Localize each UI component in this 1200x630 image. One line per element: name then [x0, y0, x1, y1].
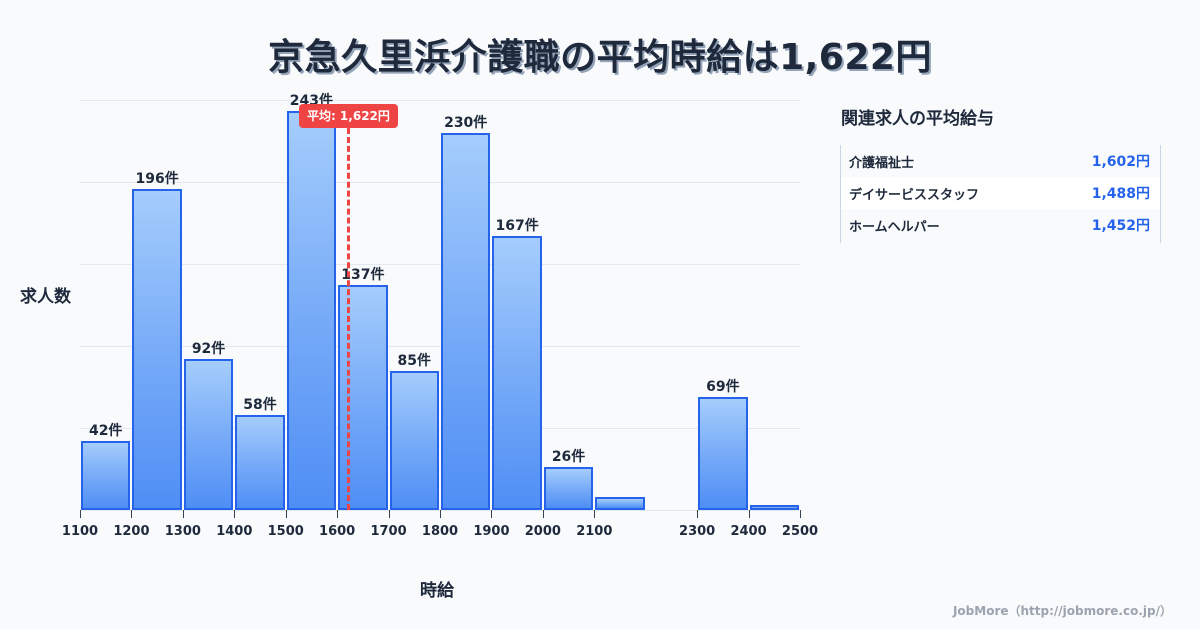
x-tick-label: 1300	[164, 524, 201, 539]
x-tick	[234, 510, 236, 518]
histogram-chart: 42件 196件 92件 58件 243件 137件 85件 230件 167件 26件 69件 1…	[20, 93, 819, 601]
bar-value-label: 137件	[341, 267, 385, 284]
histogram-bar	[749, 505, 799, 510]
bar-value-label: 58件	[243, 396, 277, 413]
x-tick-label: 2100	[576, 524, 613, 539]
x-tick-label: 1500	[267, 524, 304, 539]
gridline	[80, 346, 800, 347]
related-job-wage: 1,488円	[1091, 186, 1150, 202]
gridline	[80, 182, 800, 183]
histogram-bar	[286, 111, 337, 510]
bar-value-label: 196件	[135, 170, 179, 187]
related-job-name: ホームヘルパー	[849, 219, 940, 235]
related-jobs-table: 介護福祉士 1,602円 デイサービススタッフ 1,488円 ホームヘルパー 1…	[840, 145, 1161, 243]
gridline	[80, 264, 800, 265]
average-badge: 平均: 1,622円	[298, 104, 398, 128]
gridline	[80, 428, 800, 429]
bar-value-label: 92件	[191, 341, 226, 358]
related-job-row: デイサービススタッフ 1,488円	[841, 177, 1160, 209]
x-tick	[697, 510, 699, 518]
x-tick	[491, 510, 493, 518]
x-tick	[131, 510, 133, 518]
histogram-bar	[492, 236, 542, 510]
x-tick	[182, 510, 184, 518]
histogram-bar	[81, 441, 131, 510]
x-tick	[337, 510, 339, 518]
x-tick-label: 1600	[319, 524, 356, 539]
related-job-name: 介護福祉士	[849, 155, 915, 171]
page-title: 京急久里浜介護職の平均時給は1,622円	[268, 37, 932, 78]
histogram-bar	[595, 496, 645, 510]
related-job-row: 介護福祉士 1,602円	[841, 145, 1160, 177]
x-tick	[800, 510, 801, 518]
histogram-bar	[389, 370, 439, 510]
x-tick	[285, 510, 287, 518]
y-axis-label: 求人数	[20, 287, 71, 307]
gridline	[80, 100, 800, 101]
x-tick-label: 1100	[61, 524, 99, 539]
x-tick	[748, 510, 750, 518]
x-tick	[542, 510, 544, 518]
histogram-bar	[698, 396, 748, 510]
x-tick-label: 1900	[473, 524, 510, 539]
histogram-bar	[543, 467, 594, 510]
x-tick	[594, 510, 596, 518]
x-tick	[440, 510, 441, 518]
related-job-name: デイサービススタッフ	[849, 187, 980, 203]
footer-credit: JobMore（http://jobmore.co.jp/）	[952, 604, 1172, 618]
bar-value-label: 26件	[551, 449, 586, 466]
bar-value-label: 167件	[495, 218, 539, 235]
histogram-bar	[235, 414, 285, 510]
histogram-bar	[132, 188, 182, 510]
bar-value-label: 85件	[397, 352, 432, 369]
related-jobs-title: 関連求人の平均給与	[841, 109, 994, 129]
histogram-bar	[338, 285, 388, 510]
x-tick-label: 2000	[524, 524, 561, 539]
bar-value-label: 230件	[444, 114, 488, 131]
x-tick-label: 1200	[113, 524, 150, 539]
bar-value-label: 69件	[706, 378, 740, 395]
x-tick-label: 2400	[730, 524, 767, 539]
bar-value-label: 42件	[88, 423, 123, 440]
x-tick-label: 1800	[421, 524, 459, 539]
histogram-bar	[441, 132, 491, 510]
related-job-row: ホームヘルパー 1,452円	[841, 209, 1160, 241]
x-tick-label: 2500	[781, 524, 819, 539]
x-tick	[80, 510, 81, 518]
x-tick-label: 1400	[216, 524, 253, 539]
related-job-wage: 1,602円	[1091, 154, 1150, 170]
related-job-wage: 1,452円	[1091, 218, 1150, 234]
x-tick	[388, 510, 390, 518]
x-tick-label: 1700	[370, 524, 407, 539]
histogram-bar	[183, 359, 234, 510]
x-axis-label: 時給	[420, 581, 454, 601]
average-line	[346, 128, 350, 510]
x-tick-label: 2300	[679, 524, 716, 539]
